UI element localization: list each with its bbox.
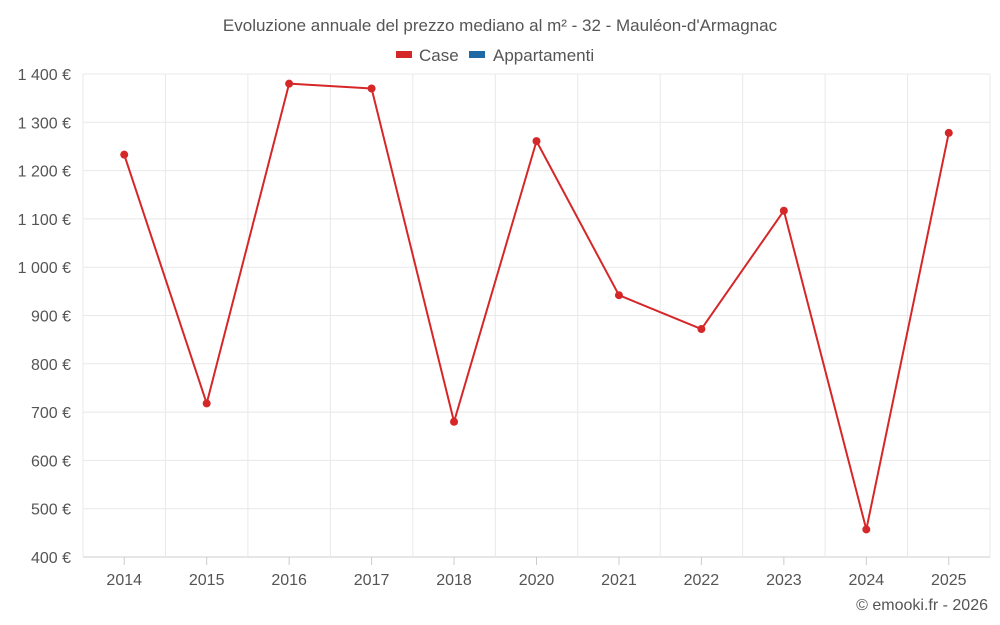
- y-tick-label: 1 300 €: [18, 115, 71, 132]
- x-tick-label: 2020: [519, 572, 555, 589]
- x-tick-label: 2015: [189, 572, 225, 589]
- data-point-case-2015[interactable]: [202, 399, 211, 408]
- y-tick-label: 1 000 €: [18, 260, 71, 277]
- data-point-case-2021[interactable]: [614, 291, 623, 300]
- y-tick-label: 1 200 €: [18, 164, 71, 181]
- legend-swatch-appartamenti: [469, 51, 485, 58]
- data-point-case-2020[interactable]: [532, 137, 541, 146]
- legend-swatch-case: [396, 51, 412, 58]
- x-tick-label: 2014: [106, 572, 142, 589]
- y-tick-label: 800 €: [31, 357, 71, 374]
- legend: Case Appartamenti: [396, 46, 594, 65]
- y-tick-label: 400 €: [31, 550, 71, 567]
- legend-label-appartamenti: Appartamenti: [493, 46, 594, 65]
- y-tick-label: 1 400 €: [18, 67, 71, 84]
- legend-item-appartamenti[interactable]: Appartamenti: [469, 46, 594, 65]
- data-point-case-2024[interactable]: [862, 525, 871, 534]
- x-tick-label: 2024: [849, 572, 885, 589]
- series-case: [120, 79, 953, 534]
- x-tick-label: 2025: [931, 572, 967, 589]
- y-tick-label: 1 100 €: [18, 212, 71, 229]
- grid: [82, 73, 991, 558]
- x-tick-label: 2016: [271, 572, 307, 589]
- y-tick-label: 700 €: [31, 405, 71, 422]
- x-tick-label: 2023: [766, 572, 802, 589]
- data-point-case-2023[interactable]: [779, 206, 788, 215]
- x-tick-label: 2018: [436, 572, 472, 589]
- credit-text: © emooki.fr - 2026: [856, 597, 988, 614]
- data-point-case-2018[interactable]: [450, 417, 459, 426]
- data-point-case-2017[interactable]: [367, 84, 376, 93]
- data-point-case-2025[interactable]: [944, 128, 953, 137]
- data-point-case-2014[interactable]: [120, 150, 129, 159]
- y-tick-label: 600 €: [31, 453, 71, 470]
- x-tick-label: 2021: [601, 572, 637, 589]
- x-tick-label: 2017: [354, 572, 390, 589]
- legend-item-case[interactable]: Case: [396, 46, 459, 65]
- data-point-case-2022[interactable]: [697, 325, 706, 334]
- y-axis: 400 € 500 € 600 € 700 € 800 € 900 € 1 000 € 1 1…: [18, 67, 71, 567]
- x-tick-label: 2022: [684, 572, 720, 589]
- y-tick-label: 500 €: [31, 502, 71, 519]
- legend-label-case: Case: [419, 46, 459, 65]
- data-point-case-2016[interactable]: [285, 79, 294, 88]
- x-axis: 2014 2015 2016 2017 2018 2020 2021 2022 2023 2024…: [106, 557, 967, 589]
- chart-title: Evoluzione annuale del prezzo mediano al…: [223, 16, 778, 35]
- y-tick-label: 900 €: [31, 309, 71, 326]
